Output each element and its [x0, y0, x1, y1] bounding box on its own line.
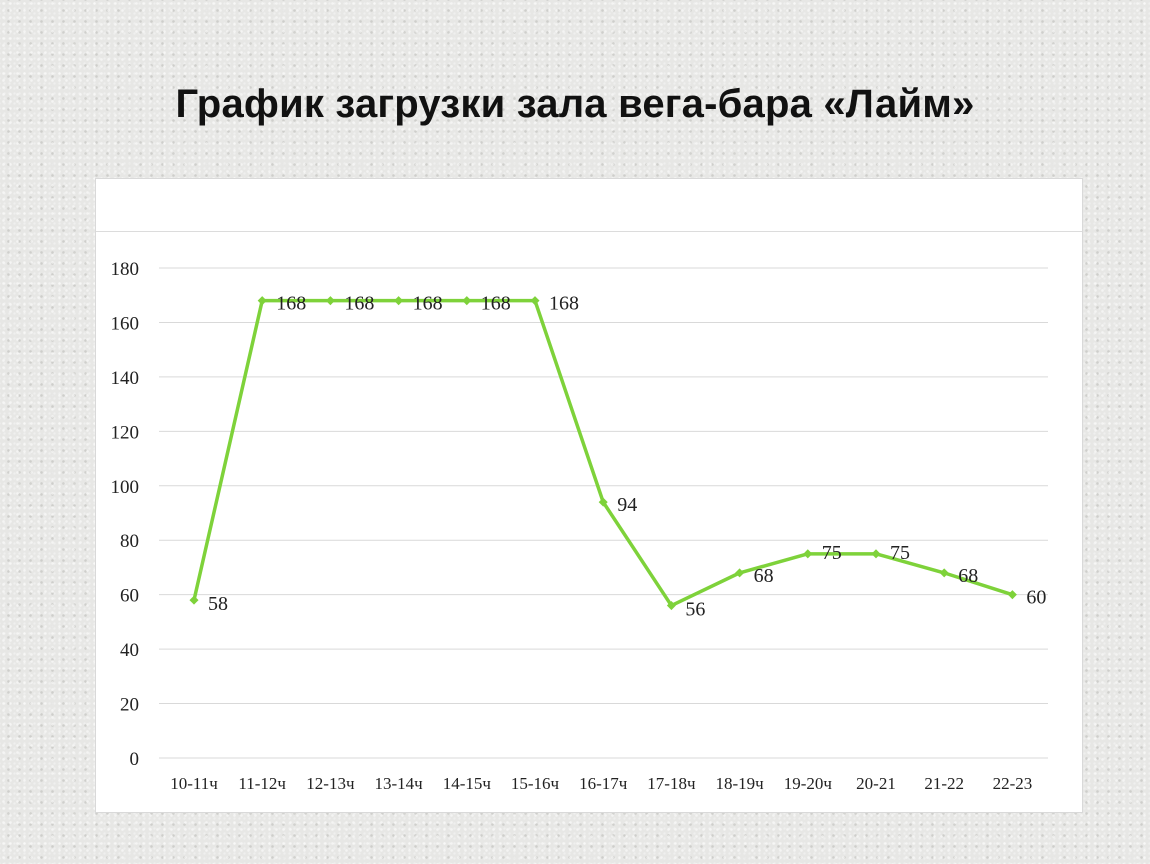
data-label: 60 — [1026, 587, 1046, 609]
data-point-marker — [530, 296, 540, 306]
data-point-marker — [666, 601, 676, 611]
data-point-marker — [189, 595, 199, 605]
data-label: 168 — [549, 293, 579, 315]
y-tick-label: 60 — [120, 586, 139, 607]
slide-title: График загрузки зала вега-бара «Лайм» — [175, 82, 975, 126]
y-axis-ticks: 0 20 40 60 80 100 120 140 160 180 — [111, 259, 140, 770]
x-tick-label: 13-14ч — [374, 774, 423, 793]
line-chart: 0 20 40 60 80 100 120 140 160 180 10-11ч 11-12ч 12-… — [111, 259, 1048, 793]
data-point-marker — [939, 568, 949, 578]
x-tick-label: 19-20ч — [784, 774, 833, 793]
data-point-marker — [325, 296, 335, 306]
y-tick-label: 100 — [111, 477, 140, 498]
x-axis-ticks: 10-11ч 11-12ч 12-13ч 13-14ч 14-15ч 15-16ч 16-1… — [170, 774, 1032, 793]
x-tick-label: 10-11ч — [170, 774, 218, 793]
y-tick-label: 140 — [111, 368, 140, 389]
data-label: 75 — [890, 542, 910, 564]
x-tick-label: 17-18ч — [647, 774, 696, 793]
y-tick-label: 20 — [120, 695, 139, 716]
data-label: 94 — [617, 494, 637, 516]
x-tick-label: 11-12ч — [238, 774, 286, 793]
x-tick-label: 14-15ч — [443, 774, 492, 793]
x-tick-label: 12-13ч — [306, 774, 355, 793]
data-label: 75 — [822, 542, 842, 564]
y-tick-label: 0 — [130, 749, 140, 770]
y-tick-label: 180 — [111, 259, 140, 280]
data-label: 168 — [481, 293, 511, 315]
data-label: 168 — [276, 293, 306, 315]
x-tick-label: 15-16ч — [511, 774, 560, 793]
data-label: 168 — [413, 293, 443, 315]
data-point-marker — [462, 296, 472, 306]
chart-header-divider — [96, 231, 1082, 232]
data-point-marker — [394, 296, 404, 306]
data-point-marker — [871, 549, 881, 559]
data-label: 68 — [754, 565, 774, 587]
y-tick-label: 120 — [111, 422, 140, 443]
data-label: 58 — [208, 593, 228, 615]
x-tick-label: 18-19ч — [715, 774, 764, 793]
x-tick-label: 21-22 — [924, 774, 964, 793]
data-label: 168 — [344, 293, 374, 315]
chart-frame: 0 20 40 60 80 100 120 140 160 180 10-11ч 11-12ч 12-… — [95, 178, 1083, 813]
gridlines — [159, 267, 1048, 759]
data-label: 68 — [958, 565, 978, 587]
data-labels: 58 168 168 168 168 168 94 56 68 75 75 68 60 — [208, 293, 1046, 621]
x-tick-label: 20-21 — [856, 774, 896, 793]
x-tick-label: 22-23 — [993, 774, 1033, 793]
data-point-marker — [1007, 590, 1017, 600]
y-tick-label: 160 — [111, 313, 140, 334]
x-tick-label: 16-17ч — [579, 774, 628, 793]
y-tick-label: 40 — [120, 640, 139, 661]
data-point-marker — [257, 296, 267, 306]
y-tick-label: 80 — [120, 531, 139, 552]
data-label: 56 — [685, 599, 705, 621]
data-point-marker — [803, 549, 813, 559]
data-point-marker — [735, 568, 745, 578]
